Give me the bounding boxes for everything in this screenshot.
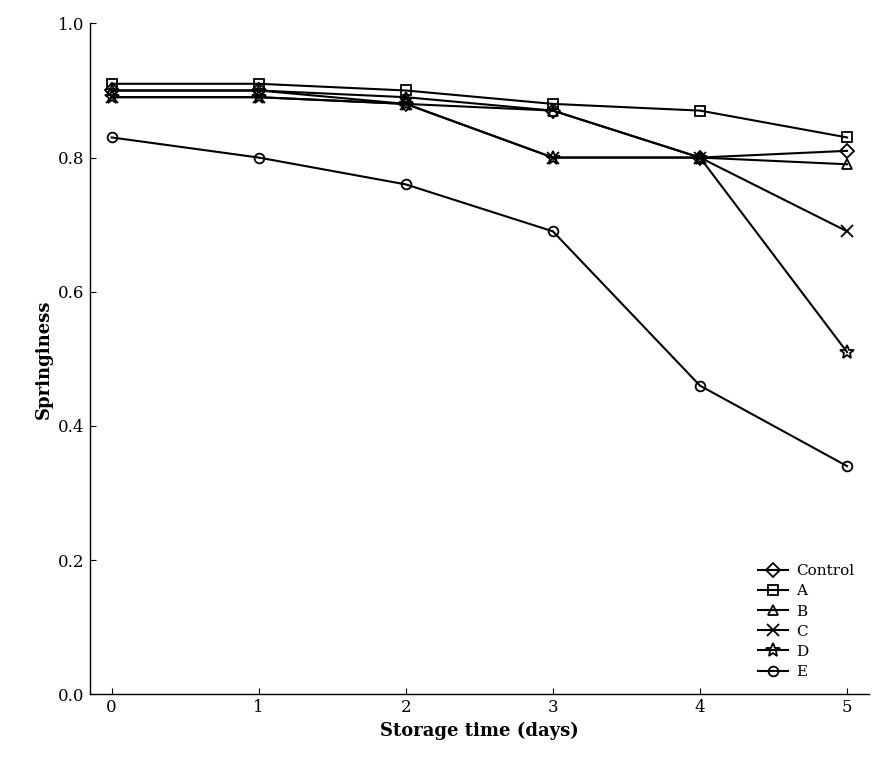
A [547,99,558,108]
C [401,99,411,108]
Line: C: C [106,91,853,237]
E [694,381,705,390]
B [547,106,558,115]
D [841,347,852,356]
Control [694,153,705,162]
E [254,153,264,162]
E [841,462,852,471]
D [401,99,411,108]
E [107,133,117,142]
Control [254,86,264,95]
Line: Control: Control [107,86,852,162]
B [694,153,705,162]
C [107,93,117,102]
C [254,93,264,102]
D [694,153,705,162]
A [107,79,117,88]
Y-axis label: Springiness: Springiness [35,299,53,419]
B [254,86,264,95]
Line: B: B [107,86,852,169]
Line: E: E [107,133,852,471]
E [547,227,558,236]
A [401,86,411,95]
D [107,93,117,102]
Line: D: D [105,90,854,359]
C [694,153,705,162]
E [401,179,411,189]
Control [401,99,411,108]
Line: A: A [107,79,852,142]
D [254,93,264,102]
B [841,160,852,169]
C [547,153,558,162]
Legend: Control, A, B, C, D, E: Control, A, B, C, D, E [750,557,861,686]
D [547,153,558,162]
Control [547,106,558,115]
A [841,133,852,142]
Control [841,146,852,155]
A [254,79,264,88]
Control [107,86,117,95]
B [401,93,411,102]
B [107,86,117,95]
C [841,227,852,236]
X-axis label: Storage time (days): Storage time (days) [380,722,579,740]
A [694,106,705,115]
